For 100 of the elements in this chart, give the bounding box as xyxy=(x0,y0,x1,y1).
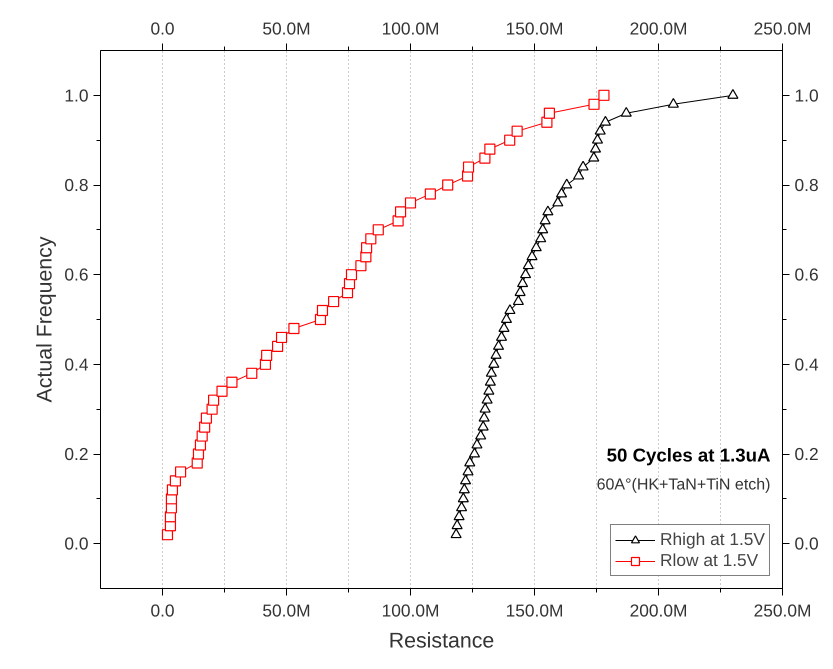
point xyxy=(590,142,602,153)
y2-tick-label: 0.0 xyxy=(794,534,819,554)
y2-tick-label: 0.4 xyxy=(794,354,819,374)
x2-tick-label: 0.0 xyxy=(150,18,175,38)
y-tick-label: 1.0 xyxy=(64,85,89,106)
point xyxy=(458,483,470,494)
point xyxy=(480,402,491,413)
point xyxy=(261,350,272,361)
point xyxy=(464,456,476,466)
point xyxy=(462,466,474,476)
y-tick-label: 0.2 xyxy=(64,444,89,464)
point xyxy=(468,448,480,458)
point xyxy=(492,340,504,350)
point xyxy=(452,519,463,530)
y-tick-label: 0.8 xyxy=(64,175,89,195)
x-tick-label: 0.0 xyxy=(150,600,175,620)
x-axis-title: Resistance xyxy=(388,628,494,652)
point xyxy=(450,528,462,538)
point xyxy=(482,394,493,404)
point xyxy=(490,348,502,359)
point xyxy=(588,98,600,110)
y-tick-label: 0.0 xyxy=(64,534,89,554)
point xyxy=(365,233,376,244)
point xyxy=(456,501,468,512)
y2-tick-label: 0.6 xyxy=(794,264,819,285)
point xyxy=(592,134,604,144)
point xyxy=(226,376,238,388)
x-tick-label: 50.0M xyxy=(262,600,311,620)
point xyxy=(216,386,228,397)
point xyxy=(372,224,384,236)
point xyxy=(544,108,555,119)
x2-tick-label: 50.0M xyxy=(262,18,311,38)
point xyxy=(727,88,738,99)
point xyxy=(588,152,600,162)
point xyxy=(552,196,564,206)
point xyxy=(540,214,551,224)
point xyxy=(594,124,606,135)
point xyxy=(478,412,490,422)
x2-tick-label: 150.0M xyxy=(506,18,564,38)
y-axis-title: Actual Frequency xyxy=(32,236,56,402)
point xyxy=(486,366,497,377)
point xyxy=(460,474,472,484)
point xyxy=(535,232,546,242)
point xyxy=(520,268,532,278)
point xyxy=(458,492,469,502)
point xyxy=(578,160,589,171)
y2-tick-label: 0.2 xyxy=(794,444,819,464)
point xyxy=(512,295,524,306)
point xyxy=(530,241,542,252)
point xyxy=(316,304,328,316)
point xyxy=(483,384,494,395)
point xyxy=(454,510,465,520)
point xyxy=(346,269,358,280)
point xyxy=(478,420,489,431)
point xyxy=(208,394,220,406)
point xyxy=(496,331,508,341)
point xyxy=(471,438,483,449)
point xyxy=(598,90,610,101)
point xyxy=(394,206,406,218)
x-tick-label: 100.0M xyxy=(382,600,440,620)
point xyxy=(668,98,679,108)
point xyxy=(484,144,496,155)
x2-tick-label: 200.0M xyxy=(630,18,688,38)
point xyxy=(404,197,416,209)
point xyxy=(246,368,258,379)
point xyxy=(512,126,523,137)
y2-tick-label: 1.0 xyxy=(794,85,819,106)
x2-tick-label: 250.0M xyxy=(754,18,812,38)
point xyxy=(516,277,528,288)
point xyxy=(475,430,486,440)
point xyxy=(175,466,186,478)
point xyxy=(561,178,572,188)
point xyxy=(600,116,612,126)
point xyxy=(556,188,568,198)
annotation: 60A°(HK+TaN+TiN etch) xyxy=(596,476,771,494)
point xyxy=(504,304,516,314)
x-tick-label: 200.0M xyxy=(630,600,688,620)
point xyxy=(498,322,510,332)
point xyxy=(504,134,516,146)
point xyxy=(620,106,632,117)
x2-tick-label: 100.0M xyxy=(382,18,440,38)
point xyxy=(328,296,340,308)
x-tick-label: 250.0M xyxy=(754,600,812,620)
point xyxy=(462,161,474,173)
point xyxy=(514,286,526,296)
point xyxy=(288,322,300,334)
x-tick-label: 150.0M xyxy=(506,600,564,620)
legend-label: Rlow at 1.5V xyxy=(660,550,758,571)
y-tick-label: 0.6 xyxy=(64,264,89,285)
point xyxy=(537,223,548,234)
legend-label: Rhigh at 1.5V xyxy=(660,529,765,550)
point xyxy=(442,179,454,191)
point xyxy=(542,206,554,216)
point xyxy=(424,188,436,200)
point xyxy=(526,250,538,260)
y2-tick-label: 0.8 xyxy=(794,175,819,195)
annotation: 50 Cycles at 1.3uA xyxy=(606,444,771,466)
point xyxy=(500,313,512,323)
point xyxy=(573,170,584,180)
point xyxy=(522,259,534,270)
